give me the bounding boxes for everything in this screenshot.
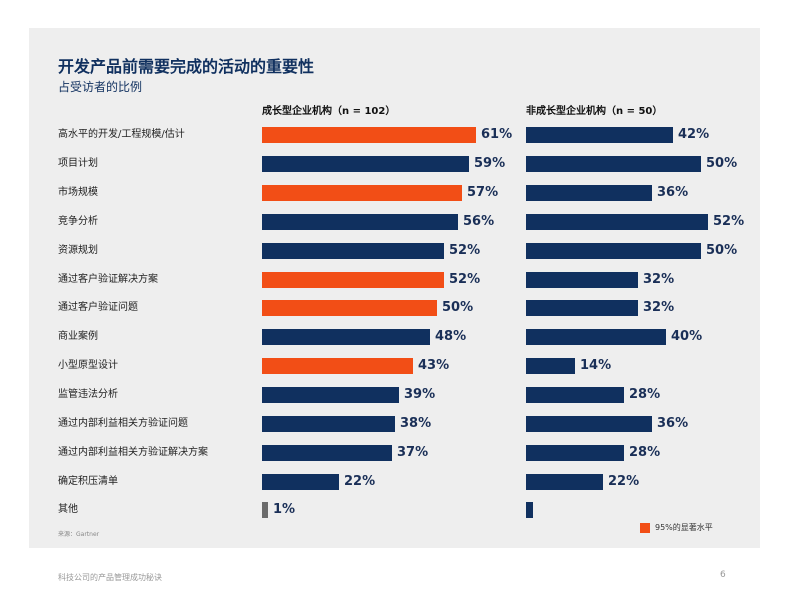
value-label-non-growth: 14%	[580, 358, 612, 373]
value-label-growth: 37%	[397, 445, 429, 460]
bar-non-growth	[526, 445, 624, 461]
value-label-non-growth: 28%	[629, 445, 661, 460]
bar-non-growth	[526, 185, 652, 201]
value-label-growth: 57%	[467, 185, 499, 200]
category-label: 通过客户验证解决方案	[58, 274, 158, 285]
bar-non-growth	[526, 474, 603, 490]
bar-growth	[262, 185, 462, 201]
bar-growth	[262, 272, 444, 288]
category-label: 项目计划	[58, 158, 98, 169]
value-label-non-growth: 42%	[678, 127, 710, 142]
bar-non-growth	[526, 300, 638, 316]
bar-non-growth	[526, 127, 673, 143]
bar-non-growth	[526, 329, 666, 345]
category-label: 竞争分析	[58, 216, 98, 227]
value-label-growth: 52%	[449, 243, 481, 258]
category-label: 通过内部利益相关方验证解决方案	[58, 447, 208, 458]
category-label: 商业案例	[58, 331, 98, 342]
value-label-non-growth: 32%	[643, 300, 675, 315]
bar-growth	[262, 243, 444, 259]
bar-non-growth	[526, 387, 624, 403]
bar-growth	[262, 156, 469, 172]
value-label-growth: 59%	[474, 156, 506, 171]
bar-growth	[262, 502, 268, 518]
bar-non-growth	[526, 243, 701, 259]
bar-growth	[262, 358, 413, 374]
legend-swatch-significant	[640, 523, 650, 533]
page-number: 6	[720, 570, 726, 580]
growth-series-header: 成长型企业机构（n = 102）	[262, 106, 396, 117]
value-label-growth: 38%	[400, 416, 432, 431]
value-label-growth: 56%	[463, 214, 495, 229]
category-label: 资源规划	[58, 245, 98, 256]
value-label-growth: 61%	[481, 127, 513, 142]
value-label-growth: 1%	[273, 502, 296, 517]
chart-title: 开发产品前需要完成的活动的重要性	[58, 57, 315, 76]
category-label: 市场规模	[58, 187, 98, 198]
bar-non-growth	[526, 214, 708, 230]
category-label: 小型原型设计	[58, 360, 118, 371]
value-label-non-growth: 32%	[643, 272, 675, 287]
value-label-non-growth: 22%	[608, 474, 640, 489]
category-label: 通过内部利益相关方验证问题	[58, 418, 188, 429]
category-label: 通过客户验证问题	[58, 302, 138, 313]
value-label-growth: 52%	[449, 272, 481, 287]
bar-growth	[262, 387, 399, 403]
bar-non-growth	[526, 502, 533, 518]
category-label: 高水平的开发/工程规模/估计	[58, 129, 185, 140]
category-label: 监管违法分析	[58, 389, 118, 400]
footer-text: 科技公司的产品管理成功秘诀	[58, 573, 162, 582]
value-label-non-growth: 50%	[706, 156, 738, 171]
value-label-non-growth: 40%	[671, 329, 703, 344]
value-label-growth: 43%	[418, 358, 450, 373]
value-label-growth: 48%	[435, 329, 467, 344]
bar-non-growth	[526, 156, 701, 172]
value-label-non-growth: 52%	[713, 214, 745, 229]
value-label-non-growth: 50%	[706, 243, 738, 258]
bar-non-growth	[526, 358, 575, 374]
bar-growth	[262, 214, 458, 230]
bar-growth	[262, 474, 339, 490]
chart-subtitle: 占受访者的比例	[58, 80, 143, 94]
non-growth-series-header: 非成长型企业机构（n = 50）	[526, 106, 663, 117]
value-label-non-growth: 28%	[629, 387, 661, 402]
bar-growth	[262, 127, 476, 143]
category-label: 确定积压清单	[58, 476, 118, 487]
value-label-growth: 50%	[442, 300, 474, 315]
source-note: 来源：Gartner	[58, 531, 100, 538]
value-label-non-growth: 36%	[657, 416, 689, 431]
value-label-growth: 22%	[344, 474, 376, 489]
bar-growth	[262, 416, 395, 432]
bar-non-growth	[526, 416, 652, 432]
legend-label: 95%的显著水平	[655, 523, 713, 532]
value-label-non-growth: 36%	[657, 185, 689, 200]
bar-growth	[262, 445, 392, 461]
bar-non-growth	[526, 272, 638, 288]
category-label: 其他	[58, 504, 78, 515]
chart-panel	[29, 28, 760, 548]
bar-growth	[262, 329, 430, 345]
value-label-growth: 39%	[404, 387, 436, 402]
bar-growth	[262, 300, 437, 316]
